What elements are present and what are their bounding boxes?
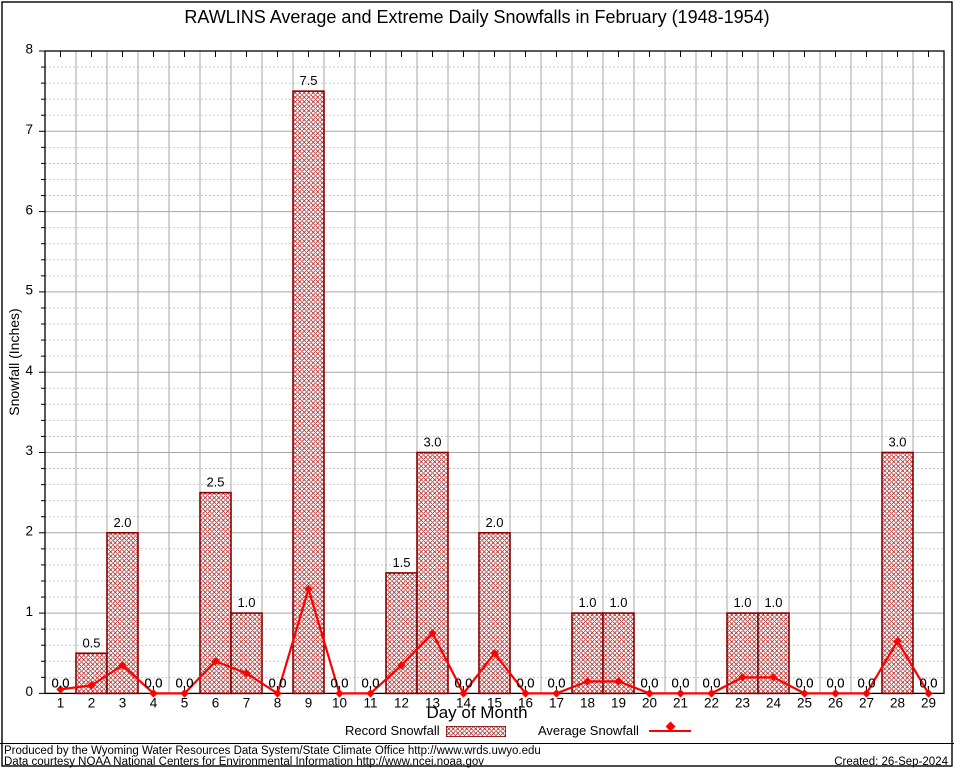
svg-text:0.0: 0.0	[857, 675, 875, 690]
svg-text:2.0: 2.0	[113, 515, 131, 530]
svg-text:0.0: 0.0	[175, 675, 193, 690]
svg-text:0.0: 0.0	[51, 675, 69, 690]
svg-text:0.0: 0.0	[702, 675, 720, 690]
svg-text:1.0: 1.0	[733, 595, 751, 610]
svg-text:1: 1	[25, 604, 33, 619]
svg-text:1.0: 1.0	[764, 595, 782, 610]
svg-text:0.0: 0.0	[547, 675, 565, 690]
svg-text:0.0: 0.0	[144, 675, 162, 690]
svg-text:0.0: 0.0	[919, 675, 937, 690]
svg-text:0.0: 0.0	[330, 675, 348, 690]
svg-text:1.0: 1.0	[609, 595, 627, 610]
svg-text:7: 7	[25, 122, 33, 137]
svg-text:0.5: 0.5	[82, 635, 100, 650]
svg-text:0.0: 0.0	[671, 675, 689, 690]
svg-text:2.5: 2.5	[206, 475, 224, 490]
svg-text:1.0: 1.0	[578, 595, 596, 610]
svg-text:0: 0	[25, 684, 33, 699]
svg-text:6: 6	[25, 202, 33, 217]
svg-text:0.0: 0.0	[268, 675, 286, 690]
svg-text:4: 4	[25, 363, 33, 378]
svg-text:2.0: 2.0	[485, 515, 503, 530]
svg-text:1.5: 1.5	[392, 555, 410, 570]
svg-text:8: 8	[25, 42, 33, 57]
svg-text:3: 3	[25, 443, 33, 458]
svg-text:1.0: 1.0	[237, 595, 255, 610]
svg-text:3.0: 3.0	[423, 435, 441, 450]
svg-text:0.0: 0.0	[361, 675, 379, 690]
svg-text:0.0: 0.0	[454, 675, 472, 690]
svg-text:5: 5	[25, 283, 33, 298]
svg-text:2: 2	[25, 524, 33, 539]
svg-text:0.0: 0.0	[826, 675, 844, 690]
svg-text:7.5: 7.5	[299, 73, 317, 88]
svg-text:0.0: 0.0	[516, 675, 534, 690]
svg-text:0.0: 0.0	[795, 675, 813, 690]
svg-text:3.0: 3.0	[888, 435, 906, 450]
svg-text:0.0: 0.0	[640, 675, 658, 690]
